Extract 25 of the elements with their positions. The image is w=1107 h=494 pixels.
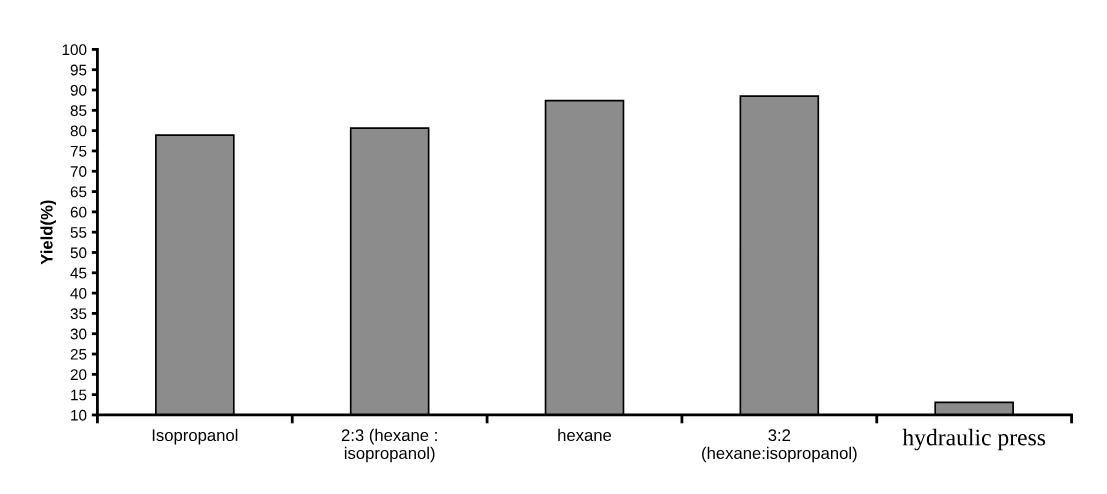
y-tick-label: 45 xyxy=(70,267,87,279)
x-tick-label: hydraulic press xyxy=(902,428,1046,451)
y-tick-label: 85 xyxy=(70,105,87,117)
y-tick-label: 40 xyxy=(70,287,87,299)
y-tick-label: 35 xyxy=(70,308,87,320)
y-tick-label: 90 xyxy=(70,84,87,96)
y-tick-label: 100 xyxy=(62,44,87,56)
y-tick-label: 65 xyxy=(70,186,87,198)
y-tick-label: 80 xyxy=(70,125,87,137)
x-tick-label: 2:3 (hexane : isopropanol) xyxy=(341,428,437,463)
y-tick-label: 70 xyxy=(70,166,87,177)
y-tick-label: 60 xyxy=(70,206,87,218)
y-tick-label: 50 xyxy=(70,247,87,259)
y-tick-label: 10 xyxy=(71,409,87,421)
x-tick-label: 3:2 (hexane:isopropanol) xyxy=(702,429,857,463)
y-axis-title: Yield(%) xyxy=(40,200,56,265)
y-tick-label: 75 xyxy=(70,145,87,157)
y-tick-label: 30 xyxy=(70,328,87,340)
y-tick-label: 25 xyxy=(70,348,87,360)
x-tick-label: Isopropanol xyxy=(152,428,238,445)
x-tick-label: hexane xyxy=(558,428,612,442)
y-tick-label: 95 xyxy=(70,64,87,76)
y-tick-label: 15 xyxy=(71,389,87,401)
y-tick-label: 55 xyxy=(70,227,87,238)
y-tick-label: 20 xyxy=(70,369,87,381)
